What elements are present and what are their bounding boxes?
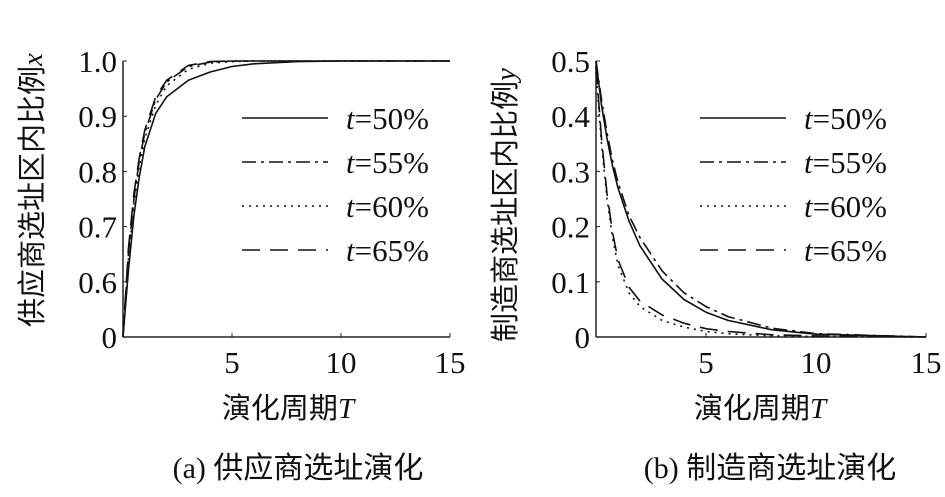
y-tick-label: 0 (575, 320, 591, 355)
series-line-dashed (122, 60, 450, 338)
legend-value: =50% (813, 101, 887, 136)
series-line-dashdot (595, 60, 927, 338)
series-line-solid (595, 60, 927, 338)
x-tick-label: 5 (698, 345, 714, 380)
x-axis-label-text: 演化周期 (222, 392, 338, 425)
legend-value: =50% (355, 101, 429, 136)
legend-label: t=60% (804, 189, 887, 224)
y-tick-label: 0.4 (551, 99, 590, 134)
legend-value: =65% (355, 233, 429, 268)
y-axis-label-var: x (17, 53, 49, 67)
x-axis-label-var: T (810, 393, 828, 425)
legend-label: t=55% (804, 145, 887, 180)
x-tick-label: 15 (435, 345, 466, 380)
legend-label: t=60% (346, 189, 429, 224)
series-line-dashed (595, 66, 927, 338)
legend-label: t=65% (804, 233, 887, 268)
legend-var: t (804, 189, 814, 224)
y-axis-label: 制造商选址区内比例y (489, 68, 522, 342)
chart-panel-b: 0 0.1 0.2 0.3 0.4 0.5 5 10 15 演化周期T 制造商选址区内比例y (b) … (489, 44, 942, 485)
figure-caption: (a) 供应商选址演化 (173, 452, 424, 485)
y-axis-label-var: y (490, 68, 522, 84)
x-tick-label: 5 (224, 345, 240, 380)
y-tick-label: 0.7 (78, 210, 117, 245)
y-tick-label: 0.5 (551, 44, 590, 79)
legend-value: =60% (813, 189, 887, 224)
x-tick-label: 15 (911, 345, 942, 380)
y-axis-label: 供应商选址区内比例x (16, 53, 49, 327)
y-tick-label: 0.1 (551, 265, 590, 300)
legend-label: t=65% (346, 233, 429, 268)
y-tick-label: 0 (102, 320, 118, 355)
x-axis-label-var: T (338, 393, 356, 425)
legend-value: =65% (813, 233, 887, 268)
y-tick-label: 0.6 (78, 265, 117, 300)
x-tick-label: 10 (326, 345, 357, 380)
legend-var: t (804, 145, 814, 180)
legend-label: t=55% (346, 145, 429, 180)
series-line-dotted (595, 71, 927, 338)
legend-var: t (804, 233, 814, 268)
x-axis-label-text: 演化周期 (694, 392, 810, 425)
legend-var: t (804, 101, 814, 136)
legend-var: t (346, 189, 356, 224)
y-axis-label-text: 供应商选址区内比例 (16, 66, 49, 327)
legend-var: t (346, 145, 356, 180)
x-axis-label: 演化周期T (694, 392, 828, 425)
legend-var: t (346, 101, 356, 136)
legend-value: =60% (355, 189, 429, 224)
y-tick-label: 0.8 (78, 154, 117, 189)
y-axis-label-text: 制造商选址区内比例 (489, 81, 522, 342)
legend-label: t=50% (346, 101, 429, 136)
x-tick-label: 10 (801, 345, 832, 380)
legend-value: =55% (813, 145, 887, 180)
figure-caption: (b) 制造商选址演化 (644, 452, 896, 485)
chart-panel-a: 0 0.6 0.7 0.8 0.9 1.0 5 10 15 演化周期T 供应商选址区内比例x (a) … (16, 44, 466, 485)
legend-value: =55% (355, 145, 429, 180)
series-line-solid (122, 60, 450, 338)
y-tick-label: 0.9 (78, 99, 117, 134)
y-tick-label: 0.2 (551, 210, 590, 245)
y-tick-label: 0.3 (551, 154, 590, 189)
x-axis-label: 演化周期T (222, 392, 356, 425)
legend-var: t (346, 233, 356, 268)
y-tick-label: 1.0 (78, 44, 117, 79)
legend-label: t=50% (804, 101, 887, 136)
